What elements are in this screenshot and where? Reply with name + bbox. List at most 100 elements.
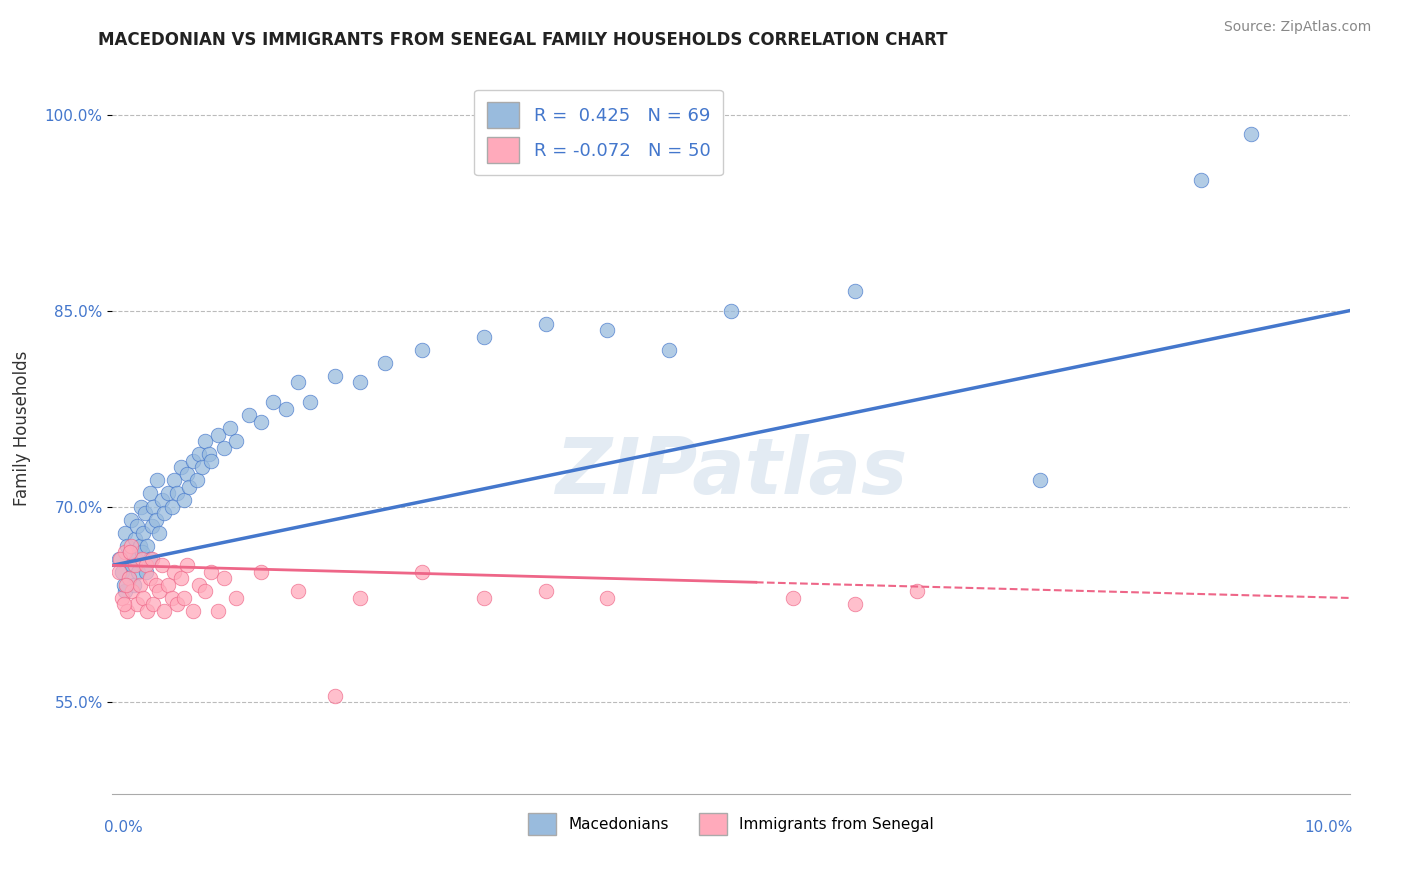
Point xyxy=(117,604,139,618)
Point xyxy=(114,525,136,540)
Point xyxy=(124,558,146,573)
Point xyxy=(128,578,150,592)
Point xyxy=(122,578,145,592)
Point xyxy=(194,584,217,599)
Point xyxy=(173,493,195,508)
Point xyxy=(148,584,170,599)
Point xyxy=(596,323,619,337)
Point xyxy=(132,525,155,540)
Point xyxy=(287,376,309,390)
Point xyxy=(153,506,176,520)
Point xyxy=(128,539,150,553)
Point xyxy=(250,415,273,429)
Point xyxy=(132,591,155,605)
Point xyxy=(157,486,180,500)
Point xyxy=(169,571,191,585)
Point xyxy=(117,571,139,585)
Point xyxy=(131,545,153,559)
Point xyxy=(287,584,309,599)
Text: ZIPatlas: ZIPatlas xyxy=(555,434,907,510)
Point xyxy=(274,401,297,416)
Point xyxy=(844,598,866,612)
Point xyxy=(299,395,322,409)
Point xyxy=(163,474,186,488)
Point xyxy=(107,565,129,579)
Point xyxy=(114,545,136,559)
Text: 0.0%: 0.0% xyxy=(104,821,143,835)
Point xyxy=(138,571,160,585)
Point xyxy=(148,525,170,540)
Point xyxy=(219,421,242,435)
Point xyxy=(160,500,183,514)
Point xyxy=(141,519,163,533)
Point xyxy=(131,551,153,566)
Point xyxy=(200,565,222,579)
Point xyxy=(250,565,273,579)
Point xyxy=(225,434,247,449)
Point xyxy=(186,474,208,488)
Point xyxy=(207,427,229,442)
Point xyxy=(142,500,165,514)
Point xyxy=(169,460,191,475)
Point xyxy=(225,591,247,605)
Point xyxy=(323,689,346,703)
Point xyxy=(111,591,134,605)
Point xyxy=(138,551,160,566)
Point xyxy=(198,447,221,461)
Point xyxy=(141,551,163,566)
Point xyxy=(1029,474,1052,488)
Point xyxy=(212,441,235,455)
Point xyxy=(108,551,131,566)
Point xyxy=(146,474,169,488)
Point xyxy=(534,317,557,331)
Point xyxy=(194,434,217,449)
Point xyxy=(720,303,742,318)
Point xyxy=(134,506,156,520)
Point xyxy=(323,368,346,383)
Point xyxy=(411,343,433,357)
Point xyxy=(181,604,204,618)
Point xyxy=(150,558,173,573)
Point xyxy=(658,343,681,357)
Point xyxy=(782,591,804,605)
Text: MACEDONIAN VS IMMIGRANTS FROM SENEGAL FAMILY HOUSEHOLDS CORRELATION CHART: MACEDONIAN VS IMMIGRANTS FROM SENEGAL FA… xyxy=(98,31,948,49)
Point xyxy=(114,584,136,599)
Point xyxy=(163,565,186,579)
Point xyxy=(176,467,198,481)
Point xyxy=(262,395,284,409)
Point xyxy=(349,591,371,605)
Point xyxy=(124,532,146,546)
Point xyxy=(207,604,229,618)
Point xyxy=(118,545,141,559)
Point xyxy=(118,545,141,559)
Point xyxy=(127,519,149,533)
Point xyxy=(117,571,139,585)
Point xyxy=(238,408,260,422)
Point xyxy=(153,604,176,618)
Point xyxy=(136,604,159,618)
Point xyxy=(136,539,159,553)
Point xyxy=(150,493,173,508)
Point xyxy=(534,584,557,599)
Point xyxy=(125,551,148,566)
Point xyxy=(166,486,188,500)
Point xyxy=(157,578,180,592)
Point xyxy=(135,558,157,573)
Point xyxy=(212,571,235,585)
Point xyxy=(121,584,143,599)
Point xyxy=(121,558,143,573)
Point xyxy=(111,565,134,579)
Point xyxy=(190,460,212,475)
Point xyxy=(1240,128,1263,142)
Point xyxy=(905,584,928,599)
Point xyxy=(200,454,222,468)
Point xyxy=(349,376,371,390)
Legend: Macedonians, Immigrants from Senegal: Macedonians, Immigrants from Senegal xyxy=(523,807,939,841)
Point xyxy=(160,591,183,605)
Point xyxy=(188,447,211,461)
Point xyxy=(166,598,188,612)
Point xyxy=(145,512,167,526)
Point xyxy=(120,539,142,553)
Point xyxy=(117,539,139,553)
Point xyxy=(107,551,129,566)
